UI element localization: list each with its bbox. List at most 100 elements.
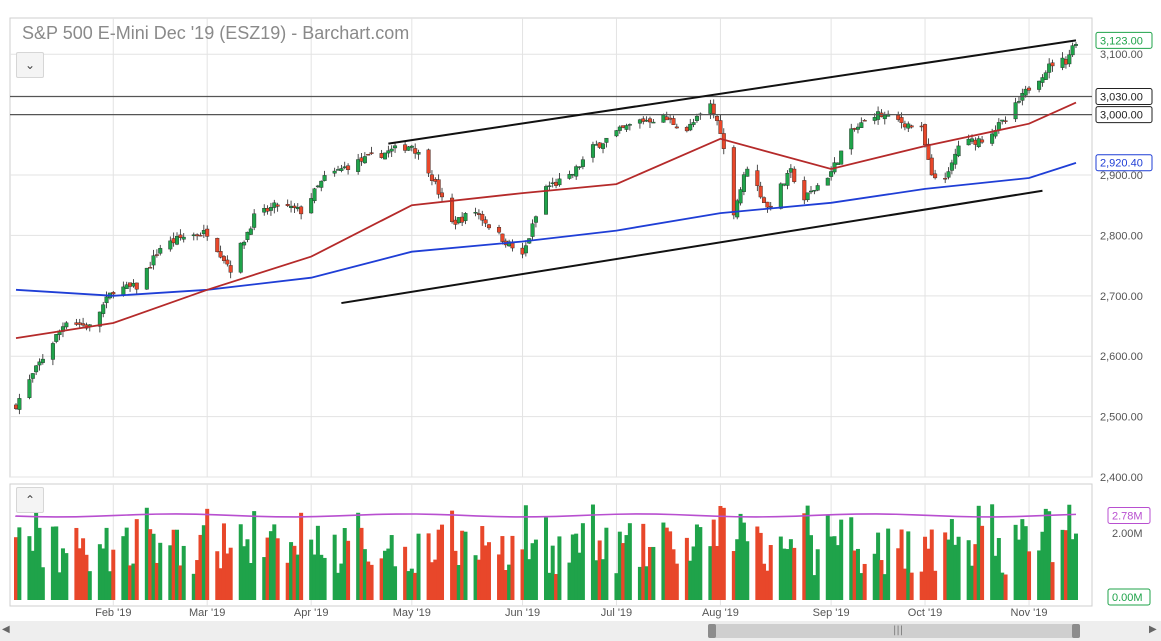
volume-bar: [218, 568, 223, 600]
candle-body: [215, 237, 220, 253]
candle-body: [312, 188, 317, 202]
candle-body: [483, 219, 488, 224]
volume-bar: [698, 527, 703, 600]
volume-bar: [637, 566, 642, 600]
volume-bar: [480, 526, 485, 600]
candle-body: [896, 115, 901, 120]
volume-bar: [27, 536, 32, 600]
candle-body: [782, 183, 787, 186]
volume-bar: [1070, 539, 1075, 600]
scroll-handle-right[interactable]: [1072, 624, 1080, 638]
y-tick-label: 2,500.00: [1100, 412, 1143, 424]
candle-body: [1013, 102, 1018, 120]
volume-bar: [597, 540, 602, 600]
candle-body: [651, 121, 656, 124]
volume-bar: [624, 535, 629, 600]
volume-bar: [1020, 519, 1025, 600]
candle-body: [1040, 77, 1045, 83]
x-tick-label: Feb '19: [95, 607, 131, 619]
volume-bar: [533, 539, 538, 600]
scroll-left-icon[interactable]: ◀: [2, 624, 10, 635]
volume-bar: [151, 533, 156, 600]
candle-body: [715, 115, 720, 121]
volume-panel-frame: [9, 483, 1093, 607]
candle-body: [1063, 59, 1068, 65]
volume-bar: [825, 515, 830, 600]
candle-body: [544, 186, 549, 215]
scroll-handle-left[interactable]: [708, 624, 716, 638]
volume-bar: [406, 571, 411, 600]
volume-y-tick-label: 2.00M: [1112, 528, 1143, 540]
volume-bar: [953, 544, 958, 600]
candle-body: [463, 213, 468, 221]
volume-bar: [289, 542, 294, 600]
volume-bar: [54, 526, 59, 600]
volume-bar: [1060, 529, 1065, 600]
candle-body: [131, 283, 136, 287]
volume-bar: [312, 554, 317, 600]
scroll-right-icon[interactable]: ▶: [1149, 624, 1157, 635]
candle-body: [708, 103, 713, 114]
candle-body: [433, 178, 438, 182]
volume-bar: [248, 562, 253, 600]
candle-body: [949, 162, 954, 171]
candle-body: [295, 207, 300, 210]
candle-body: [745, 168, 750, 177]
candle-body: [299, 206, 304, 215]
candle-body: [996, 122, 1001, 130]
volume-bar: [594, 560, 599, 600]
candle-body: [741, 174, 746, 192]
candle-body: [497, 227, 502, 233]
candle-body: [1060, 57, 1065, 68]
timeline-scrollbar[interactable]: ◀ ||| ▶: [0, 621, 1161, 641]
volume-bar: [899, 529, 904, 600]
candle-body: [815, 185, 820, 191]
volume-bar: [84, 554, 89, 600]
volume-bar: [483, 545, 488, 600]
candle-body: [178, 234, 183, 238]
volume-bar: [815, 549, 820, 600]
candle-body: [570, 173, 575, 176]
candle-body: [309, 198, 314, 214]
x-tick-label: Aug '19: [702, 607, 739, 619]
volume-bar: [520, 549, 525, 600]
candle-body: [386, 150, 391, 154]
candle-body: [218, 251, 223, 258]
candle-body: [778, 183, 783, 209]
price-tag-label: 3,123.00: [1100, 35, 1143, 47]
candle-body: [718, 120, 723, 134]
volume-bar: [933, 570, 938, 600]
volume-panel-toggle[interactable]: ⌃: [16, 487, 44, 513]
candle-body: [346, 165, 351, 170]
volume-bar: [996, 538, 1001, 600]
candle-body: [201, 230, 206, 235]
candle-body: [339, 168, 344, 171]
candle-body: [980, 139, 985, 143]
candle-body: [637, 119, 642, 124]
volume-bar: [503, 570, 508, 600]
volume-bar: [741, 522, 746, 600]
candle-body: [168, 240, 173, 250]
candle-body: [919, 125, 924, 128]
candle-body: [158, 248, 163, 254]
volume-bar: [440, 524, 445, 600]
candle-body: [393, 145, 398, 149]
volume-bar: [476, 559, 481, 600]
volume-bar: [949, 519, 954, 600]
candle-body: [855, 126, 860, 130]
price-panel-toggle[interactable]: ⌄: [16, 52, 44, 78]
scroll-thumb[interactable]: |||: [708, 624, 1080, 638]
candle-body: [946, 171, 951, 178]
candle-body: [148, 267, 153, 269]
candle-body: [970, 138, 975, 142]
candle-body: [13, 404, 18, 409]
volume-bar: [339, 563, 344, 600]
volume-bar: [876, 532, 881, 600]
candle-body: [976, 138, 981, 148]
volume-bar: [738, 513, 743, 600]
volume-bar: [647, 546, 652, 600]
volume-bar: [956, 536, 961, 600]
volume-bar: [805, 505, 810, 600]
volume-bar: [809, 535, 813, 600]
